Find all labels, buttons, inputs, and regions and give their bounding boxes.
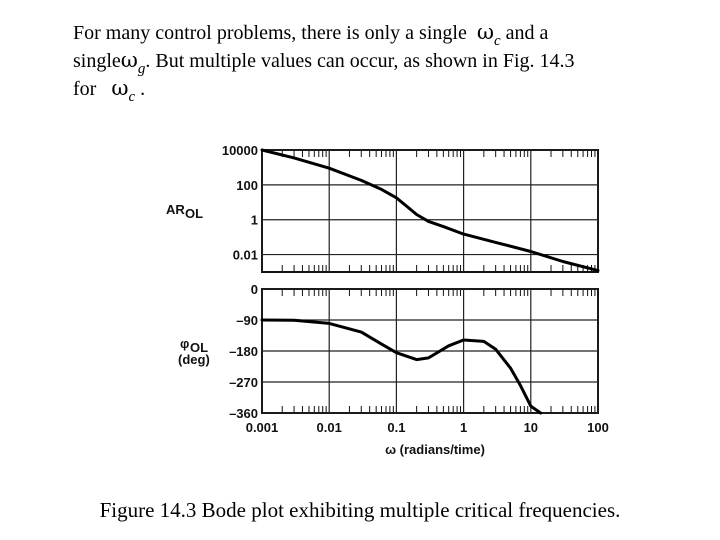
intro-text: and a xyxy=(505,22,549,44)
magnitude-frame xyxy=(261,149,599,273)
x-tick-label: 0.001 xyxy=(246,420,279,435)
phase-y-label-subscript: OL xyxy=(190,340,208,355)
omega-symbol: ω xyxy=(120,48,138,72)
intro-text: . But multiple values can occur, as show… xyxy=(145,50,575,72)
intro-line-2: singleωg. But multiple values can occur,… xyxy=(73,46,713,77)
magnitude-y-tick-label: 1 xyxy=(251,213,258,228)
magnitude-curve xyxy=(260,148,600,273)
phase-y-tick-label: –90 xyxy=(236,313,258,328)
intro-text: For many control problems, there is only… xyxy=(73,22,467,44)
intro-line-3: for ωc . xyxy=(73,74,713,105)
intro-text: single xyxy=(73,50,121,72)
x-tick-label: 10 xyxy=(524,420,538,435)
intro-paragraph: For many control problems, there is only… xyxy=(73,18,713,105)
x-tick-label: 1 xyxy=(460,420,467,435)
omega-symbol: ω xyxy=(111,76,129,100)
x-tick-label: 0.01 xyxy=(317,420,342,435)
subscript-c: c xyxy=(128,89,136,105)
intro-line-1: For many control problems, there is only… xyxy=(73,18,713,49)
phase-y-tick-label: 0 xyxy=(251,282,258,297)
figure-caption: Figure 14.3 Bode plot exhibiting multipl… xyxy=(99,498,621,522)
phase-y-tick-label: –270 xyxy=(229,375,258,390)
x-tick-label: 100 xyxy=(587,420,609,435)
subscript-c: c xyxy=(493,33,501,49)
x-axis-label: ω (radians/time) xyxy=(385,442,485,457)
intro-text: for xyxy=(73,78,97,100)
phase-y-label-unit: (deg) xyxy=(178,352,210,367)
magnitude-y-tick-label: 100 xyxy=(236,178,258,193)
phase-y-label: φ xyxy=(180,336,189,351)
phase-y-tick-label: –360 xyxy=(229,406,258,421)
magnitude-y-label-subscript: OL xyxy=(185,206,203,221)
omega-symbol: ω xyxy=(476,20,494,44)
subscript-g: g xyxy=(137,61,146,77)
magnitude-y-tick-label: 10000 xyxy=(222,143,258,158)
x-tick-label: 0.1 xyxy=(387,420,405,435)
magnitude-y-tick-label: 0.01 xyxy=(233,248,258,263)
phase-curve xyxy=(260,318,543,415)
magnitude-y-label: AR xyxy=(166,202,185,217)
intro-text: . xyxy=(140,78,146,100)
phase-y-tick-label: –180 xyxy=(229,344,258,359)
